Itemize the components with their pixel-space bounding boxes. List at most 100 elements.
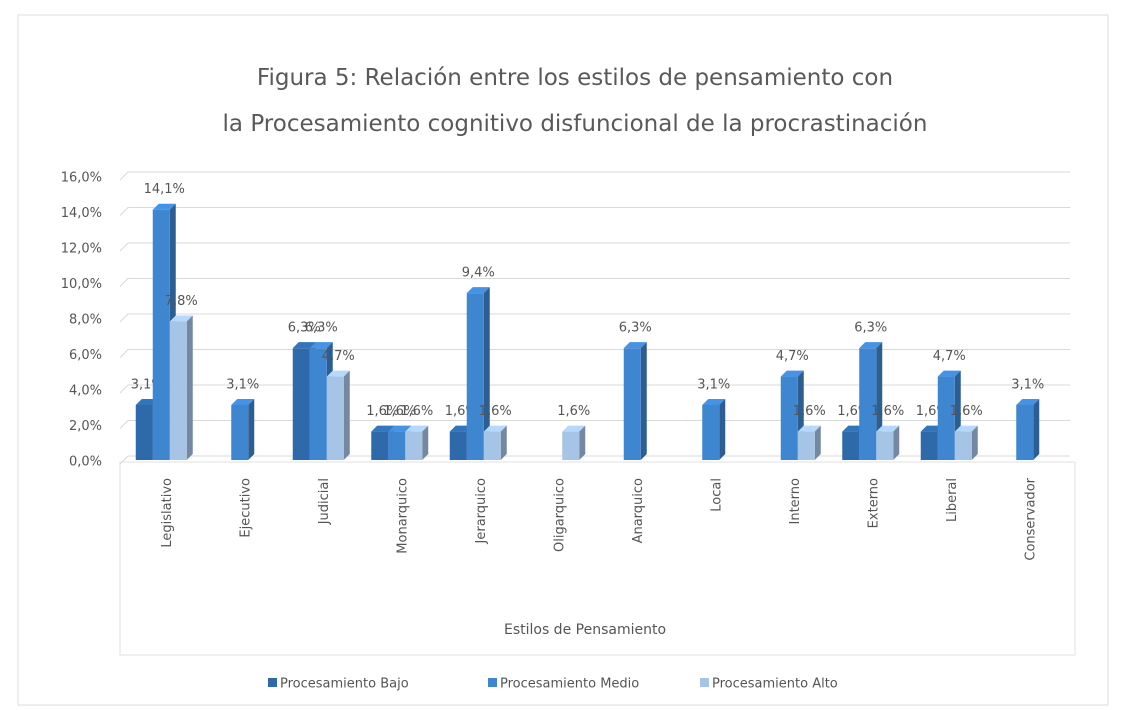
bar (169, 321, 187, 460)
bar-side (483, 287, 490, 460)
value-label: 1,6% (871, 404, 904, 419)
bar-side (248, 398, 255, 460)
legend-label: Procesamiento Bajo (280, 677, 409, 692)
bar (292, 348, 310, 460)
bar-top (326, 370, 350, 377)
bar (842, 431, 860, 460)
bar-side (579, 425, 586, 460)
value-label: 6,3% (854, 321, 887, 336)
y-tick-label: 16,0% (61, 171, 102, 186)
bar (876, 431, 894, 460)
chart-frame (17, 14, 1109, 706)
y-tick-label: 0,0% (69, 455, 102, 470)
bar-top (309, 342, 333, 349)
value-label: 3,1% (226, 377, 259, 392)
x-tick-label: Ejecutivo (238, 478, 253, 538)
x-tick-label: Legislativo (160, 478, 175, 548)
y-tick-label: 6,0% (69, 348, 102, 363)
bar-top (1016, 398, 1040, 405)
bar-top (388, 425, 412, 432)
value-label: 1,6% (479, 404, 512, 419)
grid-line (119, 313, 1070, 323)
value-label: 4,7% (776, 349, 809, 364)
bar (483, 431, 501, 460)
value-label: 4,7% (933, 349, 966, 364)
value-label: 7,8% (165, 294, 198, 309)
bar-side (719, 398, 726, 460)
bar-top (780, 370, 804, 377)
bar (449, 431, 467, 460)
bar-top (466, 287, 490, 294)
grid-line (119, 278, 1070, 287)
y-tick-label: 14,0% (61, 206, 102, 221)
x-tick-label: Conservador (1023, 477, 1038, 560)
bar (623, 348, 641, 460)
value-label: 14,1% (144, 182, 185, 197)
legend-swatch (488, 678, 497, 687)
bar (152, 209, 170, 460)
bar-side (500, 425, 507, 460)
bar-top (292, 342, 316, 349)
bar-top (152, 203, 176, 210)
bar-top (231, 398, 255, 405)
value-label: 1,6% (950, 404, 983, 419)
x-tick-label: Local (709, 478, 724, 512)
x-tick-label: Anarquico (631, 478, 646, 543)
bar (702, 404, 720, 460)
bar (1016, 404, 1034, 460)
value-label: 3,1% (1011, 377, 1044, 392)
value-label: 3,1% (697, 377, 730, 392)
legend-label: Procesamiento Medio (500, 677, 639, 692)
bar (920, 431, 938, 460)
x-axis-label: Estilos de Pensamiento (504, 622, 666, 638)
x-tick-label: Judicial (317, 478, 332, 525)
bar-side (640, 342, 647, 460)
grid-line (119, 455, 1070, 465)
value-label: 1,6% (366, 404, 399, 419)
y-tick-label: 2,0% (69, 419, 102, 434)
bar-side (343, 370, 350, 460)
value-label: 4,7% (322, 349, 355, 364)
bar-top (623, 342, 647, 349)
bar-top (876, 425, 900, 432)
axis-box (119, 461, 1076, 656)
grid-line (119, 171, 1070, 181)
value-label: 1,6% (400, 404, 433, 419)
bar (135, 404, 153, 460)
legend-label: Procesamiento Alto (712, 677, 838, 692)
bar-side (893, 425, 900, 460)
value-label: 9,4% (462, 266, 495, 281)
y-tick-label: 4,0% (69, 384, 102, 399)
x-tick-label: Interno (788, 478, 803, 525)
bar-side (971, 425, 978, 460)
bar (562, 431, 580, 460)
legend-swatch (268, 678, 277, 687)
bar-top (483, 425, 507, 432)
bar (388, 431, 406, 460)
value-label: 1,6% (557, 404, 590, 419)
bar-top (169, 315, 193, 322)
y-tick-label: 8,0% (69, 313, 102, 328)
bar (309, 348, 327, 460)
bar (859, 348, 877, 460)
grid-line (119, 349, 1070, 358)
grid-line (119, 420, 1070, 429)
bar (231, 404, 249, 460)
bar-top (797, 425, 821, 432)
bar (405, 431, 423, 460)
value-label: 1,6% (383, 404, 416, 419)
bar-top (405, 425, 429, 432)
bar-side (422, 425, 429, 460)
bar (466, 293, 484, 460)
bar (937, 376, 955, 460)
legend-swatch (700, 678, 709, 687)
x-tick-label: Jerarquico (474, 478, 489, 545)
x-tick-label: Externo (866, 478, 881, 528)
bar-top (702, 398, 726, 405)
bar-side (1033, 398, 1040, 460)
value-label: 1,6% (793, 404, 826, 419)
bar (797, 431, 815, 460)
bar (371, 431, 389, 460)
grid-line (119, 207, 1070, 216)
